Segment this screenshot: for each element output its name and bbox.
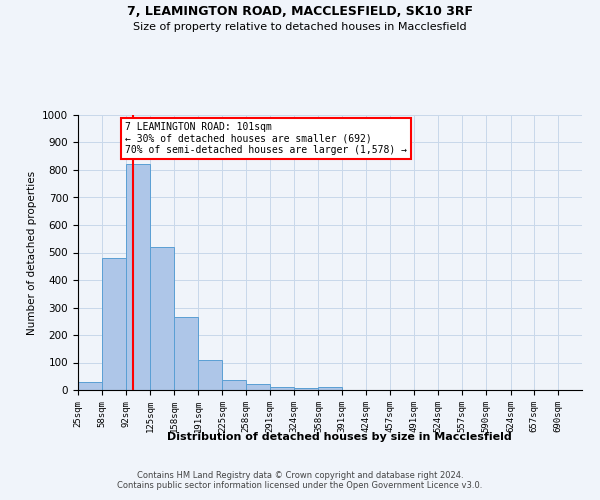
Bar	[246, 384, 270, 390]
Bar	[319, 387, 342, 390]
Bar	[127, 164, 150, 390]
Bar	[78, 382, 102, 390]
Text: Contains HM Land Registry data © Crown copyright and database right 2024.
Contai: Contains HM Land Registry data © Crown c…	[118, 470, 482, 490]
Text: Size of property relative to detached houses in Macclesfield: Size of property relative to detached ho…	[133, 22, 467, 32]
Bar	[174, 317, 198, 390]
Y-axis label: Number of detached properties: Number of detached properties	[26, 170, 37, 334]
Text: 7 LEAMINGTON ROAD: 101sqm
← 30% of detached houses are smaller (692)
70% of semi: 7 LEAMINGTON ROAD: 101sqm ← 30% of detac…	[125, 122, 407, 155]
Bar	[198, 360, 223, 390]
Text: 7, LEAMINGTON ROAD, MACCLESFIELD, SK10 3RF: 7, LEAMINGTON ROAD, MACCLESFIELD, SK10 3…	[127, 5, 473, 18]
Bar	[150, 247, 174, 390]
Bar	[223, 380, 246, 390]
Text: Distribution of detached houses by size in Macclesfield: Distribution of detached houses by size …	[167, 432, 511, 442]
Bar	[270, 386, 294, 390]
Bar	[102, 258, 127, 390]
Bar	[294, 388, 319, 390]
